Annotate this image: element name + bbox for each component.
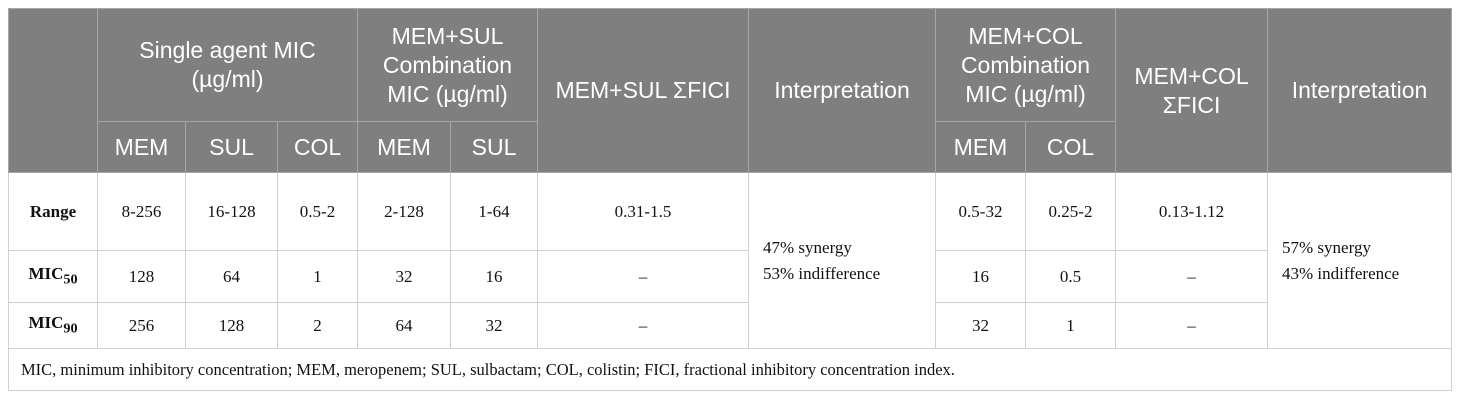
cell: 2-128 xyxy=(357,172,451,251)
cell: 32 xyxy=(357,250,451,303)
row-label: Range xyxy=(8,172,98,251)
row-label-text: MIC xyxy=(28,263,64,283)
interpretation-line: 47% synergy xyxy=(763,237,852,257)
cell: 16 xyxy=(450,250,538,303)
interpretation-line: 53% indifference xyxy=(763,263,881,283)
cell: 1 xyxy=(1024,302,1117,349)
subheader-cell: SUL xyxy=(450,121,538,173)
header-cell: Interpretation xyxy=(748,8,936,173)
cell: 128 xyxy=(97,250,186,303)
header-cell: MEM+SUL ΣFICI xyxy=(537,8,749,173)
header-cell: MEM+COL Combination MIC (µg/ml) xyxy=(934,8,1117,122)
cell: 16 xyxy=(935,250,1026,303)
interpretation-cell: 57% synergy 43% indifference xyxy=(1267,172,1453,349)
cell: 2 xyxy=(277,302,358,349)
row-label: MIC90 xyxy=(8,302,98,349)
cell: 256 xyxy=(97,302,186,349)
footnote: MIC, minimum inhibitory concentration; M… xyxy=(7,348,1453,391)
cell: 64 xyxy=(357,302,451,349)
subheader-cell: COL xyxy=(1024,121,1117,173)
interpretation-line: 43% indifference xyxy=(1282,263,1400,283)
corner-cell xyxy=(8,8,98,173)
cell: 0.13-1.12 xyxy=(1115,172,1269,251)
header-cell: MEM+SUL Combination MIC (µg/ml) xyxy=(357,8,538,122)
cell: – xyxy=(537,302,749,349)
row-label-text: Range xyxy=(29,201,77,221)
cell: 64 xyxy=(185,250,278,303)
interpretation-line: 57% synergy xyxy=(1282,237,1371,257)
cell: 16-128 xyxy=(185,172,278,251)
cell: 0.25-2 xyxy=(1024,172,1117,251)
row-label-sub: 50 xyxy=(63,271,78,288)
subheader-cell: COL xyxy=(277,121,358,173)
cell: 0.31-1.5 xyxy=(537,172,749,251)
subheader-cell: MEM xyxy=(97,121,186,173)
cell: – xyxy=(1115,250,1269,303)
cell: – xyxy=(537,250,749,303)
header-cell: Single agent MIC (µg/ml) xyxy=(97,8,358,122)
cell: 128 xyxy=(185,302,278,349)
results-table: Single agent MIC (µg/ml) MEM+SUL Combina… xyxy=(7,8,1453,391)
cell: 0.5 xyxy=(1024,250,1117,303)
row-label: MIC50 xyxy=(8,250,98,303)
header-cell: MEM+COL ΣFICI xyxy=(1115,8,1269,173)
row-label-sub: 90 xyxy=(63,320,78,337)
row-label-text: MIC xyxy=(28,312,64,332)
subheader-cell: MEM xyxy=(935,121,1026,173)
subheader-cell: SUL xyxy=(185,121,278,173)
subheader-cell: MEM xyxy=(357,121,451,173)
cell: 32 xyxy=(450,302,538,349)
cell: 1 xyxy=(277,250,358,303)
cell: – xyxy=(1115,302,1269,349)
cell: 32 xyxy=(935,302,1026,349)
cell: 0.5-2 xyxy=(277,172,358,251)
cell: 8-256 xyxy=(97,172,186,251)
cell: 0.5-32 xyxy=(935,172,1026,251)
header-cell: Interpretation xyxy=(1267,8,1453,173)
cell: 1-64 xyxy=(450,172,538,251)
interpretation-cell: 47% synergy 53% indifference xyxy=(748,172,936,349)
